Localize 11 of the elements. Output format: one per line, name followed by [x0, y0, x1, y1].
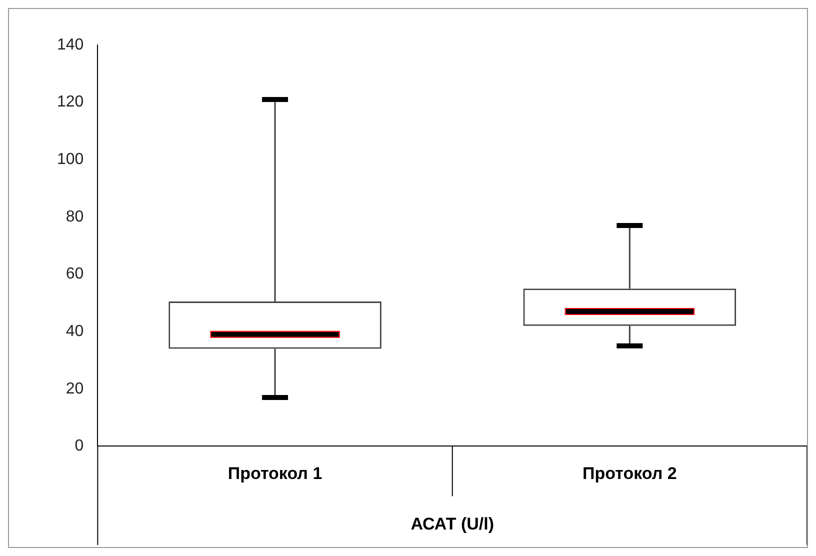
y-tick-label: 80 [66, 208, 84, 226]
x-tick-label: Протокол 1 [228, 464, 322, 484]
y-tick-label: 120 [56, 94, 84, 111]
y-tick-label: 60 [66, 266, 84, 283]
y-tick-label: 140 [56, 36, 84, 54]
y-tick-label: 100 [56, 151, 84, 168]
y-tick-label: 20 [66, 380, 84, 398]
x-axis-title: АСАТ (U/l) [410, 514, 494, 534]
x-tick-label: Протокол 2 [582, 464, 677, 484]
y-tick-label: 0 [74, 438, 84, 455]
y-tick-label: 40 [66, 322, 84, 340]
